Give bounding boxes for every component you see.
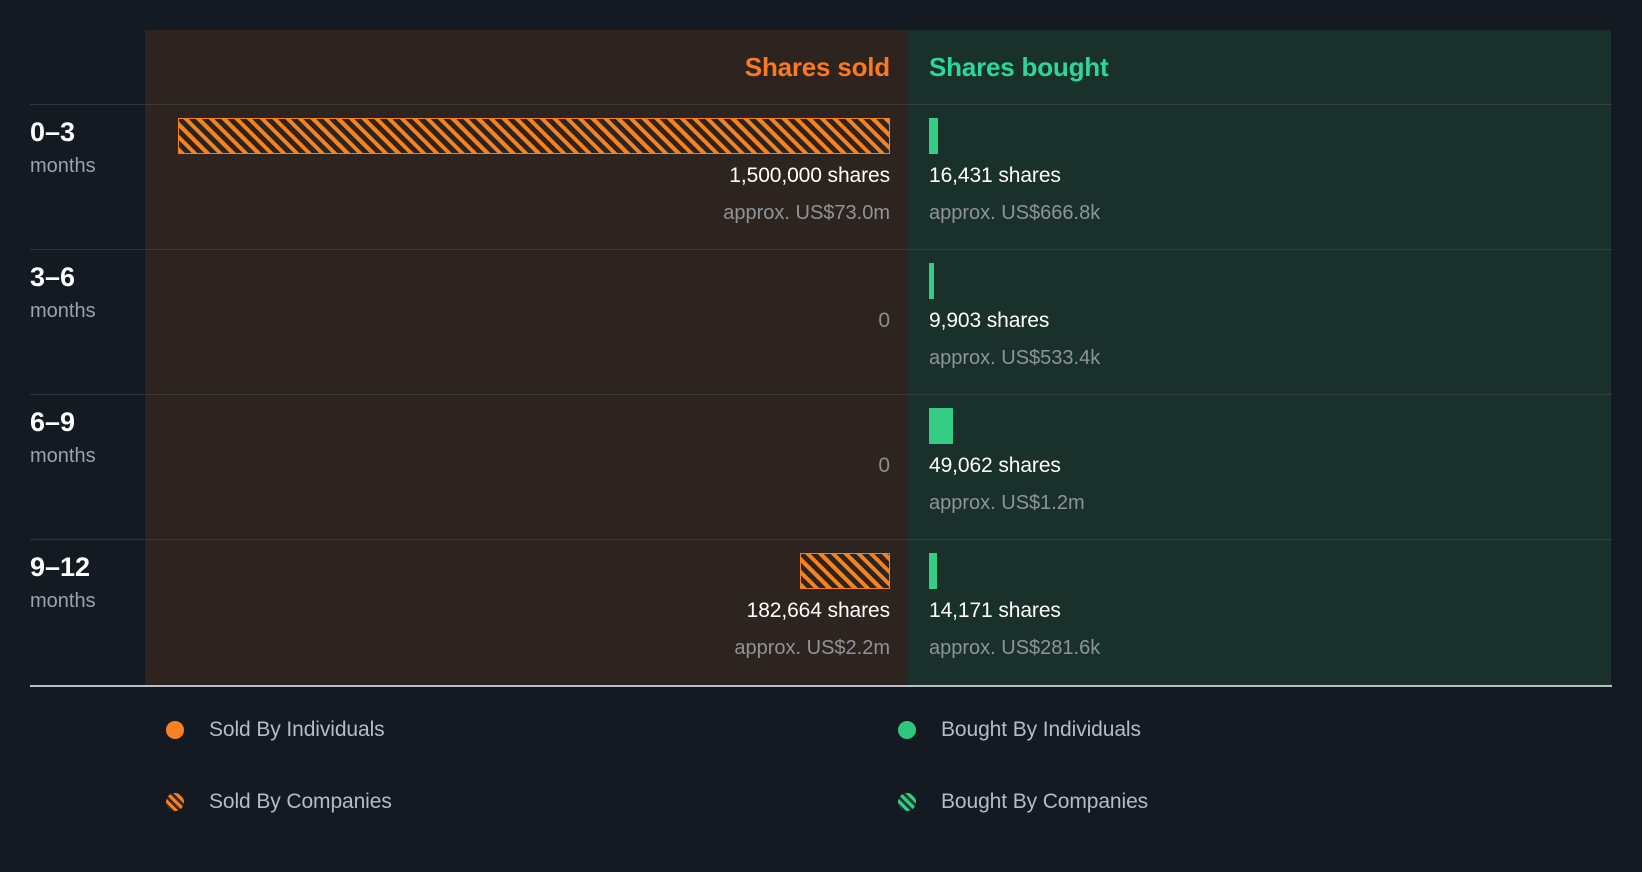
- period-range: 6–9: [30, 407, 76, 437]
- shares-bought-cell[interactable]: 16,431 shares approx. US$666.8k: [908, 104, 1588, 249]
- shares-bought-cell[interactable]: 49,062 shares approx. US$1.2m: [908, 394, 1588, 539]
- shares-bought-values: 49,062 shares approx. US$1.2m: [908, 450, 1588, 517]
- shares-bought-approx-value: approx. US$533.4k: [929, 346, 1101, 369]
- shares-bought-bar[interactable]: [929, 263, 934, 299]
- legend-item-label: Bought By Companies: [941, 790, 1149, 813]
- shares-sold-cell[interactable]: 0: [145, 394, 890, 539]
- legend-sold-solid-icon: [166, 721, 184, 739]
- row-separator: [30, 539, 1612, 540]
- shares-bought-bar[interactable]: [929, 553, 937, 589]
- shares-sold-count: 182,664 shares: [746, 599, 890, 622]
- period-unit: months: [30, 300, 96, 323]
- table-row: 0–3 months 1,500,000 shares approx. US$73.0…: [0, 104, 1642, 249]
- period-unit: months: [30, 155, 96, 178]
- row-separator: [30, 394, 1612, 395]
- shares-bought-panel: [908, 30, 1611, 685]
- shares-sold-count: 0: [878, 309, 890, 332]
- shares-sold-values: 0: [145, 450, 890, 482]
- shares-bought-values: 14,171 shares approx. US$281.6k: [908, 595, 1588, 662]
- table-row: 6–9 months 0 49,062 shares approx. US$1.2m: [0, 394, 1642, 539]
- legend-bought-hatch-icon: [898, 793, 916, 811]
- chart-rows: 0–3 months 1,500,000 shares approx. US$73.0…: [0, 104, 1642, 684]
- shares-bought-approx-value: approx. US$666.8k: [929, 201, 1101, 224]
- shares-sold-bar-wrap: [145, 408, 890, 444]
- shares-sold-values: 182,664 shares approx. US$2.2m: [145, 595, 890, 662]
- row-period-label: 9–12 months: [30, 553, 140, 613]
- shares-sold-approx-value: approx. US$73.0m: [723, 201, 890, 224]
- shares-bought-bar[interactable]: [929, 118, 938, 154]
- row-period-label: 0–3 months: [30, 118, 140, 178]
- shares-sold-header: Shares sold: [744, 51, 890, 82]
- shares-bought-bar-wrap: [908, 553, 1588, 589]
- shares-bought-values: 9,903 shares approx. US$533.4k: [908, 305, 1588, 372]
- legend-sold-hatch-icon: [166, 793, 184, 811]
- shares-sold-cell[interactable]: 182,664 shares approx. US$2.2m: [145, 539, 890, 684]
- shares-bought-approx-value: approx. US$1.2m: [929, 491, 1085, 514]
- period-range: 0–3: [30, 117, 76, 147]
- legend-item-label: Sold By Companies: [209, 790, 392, 813]
- legend-item-label: Sold By Individuals: [209, 718, 385, 741]
- legend-item[interactable]: Sold By Individuals: [166, 717, 385, 743]
- shares-sold-cell[interactable]: 1,500,000 shares approx. US$73.0m: [145, 104, 890, 249]
- shares-sold-bar[interactable]: [178, 118, 890, 154]
- shares-sold-values: 1,500,000 shares approx. US$73.0m: [145, 160, 890, 227]
- shares-bought-count: 16,431 shares: [929, 164, 1061, 187]
- shares-sold-cell[interactable]: 0: [145, 249, 890, 394]
- legend-bought-solid-icon: [898, 721, 916, 739]
- chart-header: Shares sold Shares bought: [145, 30, 1611, 104]
- table-row: 9–12 months 182,664 shares approx. US$2.2m 1…: [0, 539, 1642, 684]
- table-row: 3–6 months 0 9,903 shares approx. US$533.4k: [0, 249, 1642, 394]
- row-separator: [30, 104, 1612, 105]
- shares-bought-bar-wrap: [908, 408, 1588, 444]
- shares-bought-count: 9,903 shares: [929, 309, 1050, 332]
- shares-sold-bar-wrap: [145, 118, 890, 154]
- shares-sold-count: 1,500,000 shares: [729, 164, 890, 187]
- shares-bought-count: 49,062 shares: [929, 454, 1061, 477]
- shares-bought-approx-value: approx. US$281.6k: [929, 636, 1101, 659]
- shares-bought-count: 14,171 shares: [929, 599, 1061, 622]
- shares-sold-bar[interactable]: [800, 553, 890, 589]
- period-unit: months: [30, 590, 96, 613]
- shares-bought-cell[interactable]: 14,171 shares approx. US$281.6k: [908, 539, 1588, 684]
- shares-bought-bar[interactable]: [929, 408, 953, 444]
- axis-baseline: [30, 685, 1612, 687]
- period-range: 3–6: [30, 262, 76, 292]
- legend-item[interactable]: Bought By Companies: [898, 789, 1148, 815]
- legend-item[interactable]: Bought By Individuals: [898, 717, 1141, 743]
- legend-item[interactable]: Sold By Companies: [166, 789, 392, 815]
- shares-sold-count: 0: [878, 454, 890, 477]
- shares-bought-cell[interactable]: 9,903 shares approx. US$533.4k: [908, 249, 1588, 394]
- shares-bought-header: Shares bought: [929, 51, 1109, 82]
- shares-bought-bar-wrap: [908, 118, 1588, 154]
- shares-sold-values: 0: [145, 305, 890, 337]
- shares-sold-bar-wrap: [145, 553, 890, 589]
- chart-legend: Sold By Individuals Bought By Individuals…: [0, 695, 1642, 865]
- shares-sold-bar-wrap: [145, 263, 890, 299]
- legend-item-label: Bought By Individuals: [941, 718, 1141, 741]
- shares-bought-bar-wrap: [908, 263, 1588, 299]
- shares-sold-approx-value: approx. US$2.2m: [734, 636, 890, 659]
- row-period-label: 3–6 months: [30, 263, 140, 323]
- shares-bought-values: 16,431 shares approx. US$666.8k: [908, 160, 1588, 227]
- period-range: 9–12: [30, 552, 91, 582]
- row-separator: [30, 249, 1612, 250]
- row-period-label: 6–9 months: [30, 408, 140, 468]
- period-unit: months: [30, 445, 96, 468]
